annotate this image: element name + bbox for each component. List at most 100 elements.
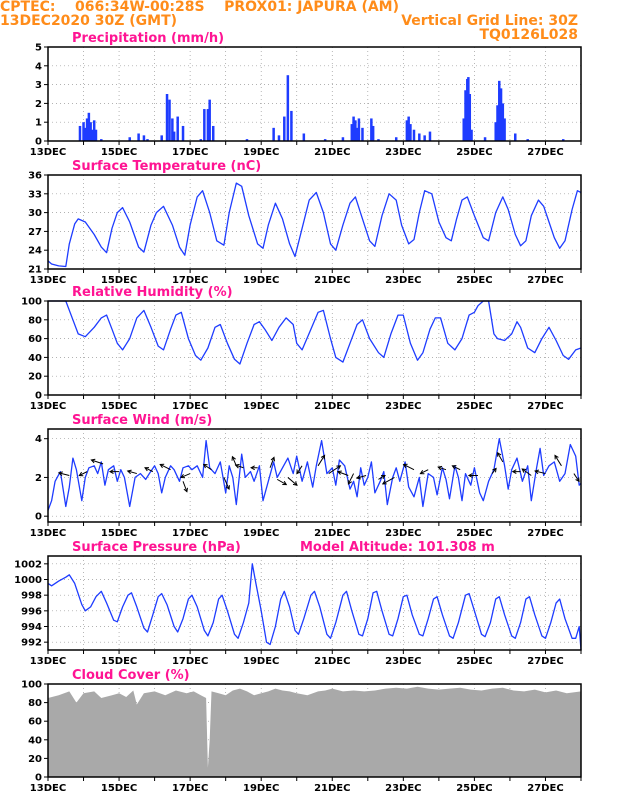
x-tick-label: 21DEC (314, 401, 350, 412)
x-tick-label: 17DEC (172, 528, 208, 539)
y-tick-label: 30 (28, 208, 42, 219)
precip-bar (468, 94, 472, 141)
wind-vector (231, 456, 237, 467)
x-tick-label: 17DEC (172, 147, 208, 158)
pressure-frame (47, 555, 582, 651)
y-tick-label: 33 (28, 189, 42, 200)
wind-vector-head (336, 470, 342, 475)
x-tick-label: 21DEC (314, 656, 350, 667)
wind-vector-head (336, 465, 342, 470)
precip-bar (370, 118, 373, 141)
y-tick-label: 80 (28, 698, 42, 709)
precip-bar (361, 127, 364, 141)
y-tick-label: 4 (35, 61, 42, 72)
y-tick-label: 80 (28, 315, 42, 326)
precip-bar (526, 139, 529, 141)
precip-bar (409, 124, 412, 141)
wind-vector (269, 457, 275, 468)
wind-vector-head (534, 469, 540, 475)
wind-vector (534, 470, 546, 475)
precip-bar (203, 109, 206, 141)
x-tick-label: 15DEC (101, 528, 137, 539)
x-tick-label: 27DEC (527, 275, 563, 286)
precip-bar (464, 90, 467, 141)
precip-bar (405, 120, 409, 141)
precip-bar (503, 118, 506, 141)
precip-bar (377, 139, 380, 141)
precip-bar (87, 112, 91, 141)
wind-vector-head (282, 480, 288, 486)
model-altitude-label: Model Altitude: 101.308 m (300, 540, 495, 555)
x-tick-label: 19DEC (243, 147, 279, 158)
wind-vector-head (270, 456, 275, 462)
wind-vector-head (57, 471, 63, 476)
y-tick-label: 1000 (14, 575, 42, 586)
precip-bar (412, 129, 416, 141)
wind-vector-head (402, 463, 408, 469)
y-tick-label: 24 (28, 246, 42, 257)
precip-bar (357, 118, 361, 141)
x-tick-label: 27DEC (527, 147, 563, 158)
wind-vector (223, 477, 230, 490)
x-tick-label: 15DEC (101, 783, 137, 794)
wind-vector-head (320, 454, 326, 460)
wind-vector-head (90, 458, 96, 464)
precip-bar (277, 135, 281, 141)
y-tick-label: 27 (28, 227, 42, 238)
wind-panel: 0 2 4 13DEC 15DEC 17DEC 19DEC 21DEC 23DEC 25DEC 27… (30, 413, 582, 539)
x-tick-label: 23DEC (385, 783, 421, 794)
precip-bar (498, 80, 501, 141)
wind-vector-head (78, 471, 84, 477)
x-tick-label: 13DEC (30, 401, 66, 412)
wind-vector (452, 465, 461, 471)
y-tick-label: 100 (21, 297, 42, 308)
y-tick-label: 5 (35, 43, 42, 54)
y-tick-label: 996 (21, 606, 42, 617)
x-tick-label: 17DEC (172, 401, 208, 412)
wind-vector (420, 469, 429, 475)
precip-bar (160, 135, 163, 141)
y-tick-label: 994 (21, 622, 42, 633)
precip-bar (245, 139, 249, 141)
wind-vector (159, 464, 171, 471)
precip-bar (499, 88, 503, 141)
x-tick-label: 15DEC (101, 147, 137, 158)
precip-bar (514, 133, 517, 141)
precip-bar (467, 77, 470, 141)
wind-vector (573, 473, 580, 482)
wind-vector (382, 477, 395, 485)
wind-vector (144, 467, 154, 473)
wind-vector-head (159, 463, 165, 469)
wind-vector (296, 465, 303, 474)
wind-vector (521, 468, 532, 476)
precip-bar (371, 125, 375, 141)
x-tick-label: 17DEC (172, 656, 208, 667)
y-tick-label: 998 (21, 591, 42, 602)
precip-bar (394, 137, 398, 141)
wind-vector (328, 465, 341, 474)
precip-bar (165, 94, 169, 141)
y-tick-label: 4 (35, 434, 42, 445)
wind-vector-head (144, 467, 150, 472)
precip-bar (142, 135, 146, 141)
wind-vector-head (497, 451, 502, 457)
x-tick-label: 13DEC (30, 783, 66, 794)
y-tick-label: 40 (28, 735, 42, 746)
wind-vector-head (296, 469, 301, 475)
y-tick-label: 0 (35, 773, 42, 784)
precip-bar (341, 137, 345, 141)
x-tick-label: 19DEC (243, 528, 279, 539)
temperature-frame (47, 174, 582, 270)
humidity-panel: 0 20 40 60 80 100 13DEC 15DEC 17DEC 19DEC 21DEC 23D… (21, 285, 582, 412)
precip-bar (290, 110, 293, 141)
precip-bar (85, 118, 89, 141)
wind-vector-head (108, 469, 114, 474)
grid-line-note: Vertical Grid Line: 30Z (401, 13, 578, 29)
station-header: CPTEC: 066:34W-00:28S PROX01: JAPURA (AM… (0, 0, 400, 15)
wind-vector-head (575, 477, 580, 483)
precip-bar (428, 131, 432, 141)
wind-vector-head (347, 479, 352, 485)
wind-vector-head (183, 487, 188, 493)
wind-vector (58, 472, 70, 476)
